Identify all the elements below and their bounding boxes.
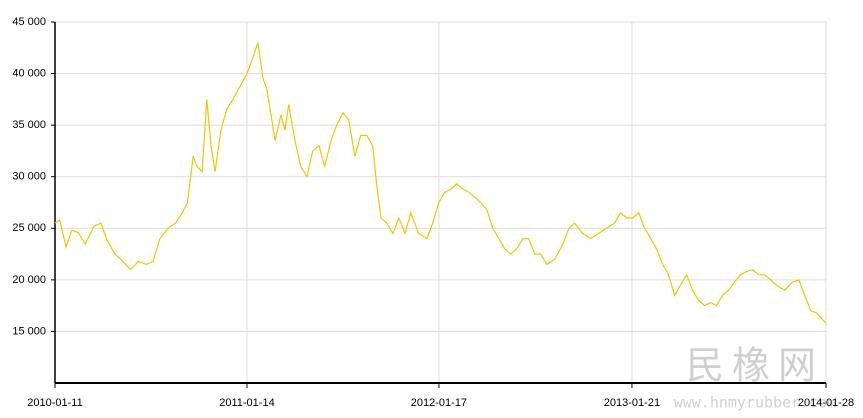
y-tick-label: 35 000 bbox=[12, 119, 46, 131]
x-tick-label: 2010-01-11 bbox=[27, 397, 82, 409]
x-tick-label: 2011-01-14 bbox=[219, 397, 274, 409]
y-tick-label: 30 000 bbox=[12, 171, 46, 183]
y-tick-label: 15 000 bbox=[12, 325, 46, 337]
x-tick-label: 2012-01-17 bbox=[411, 397, 467, 409]
y-tick-label: 45 000 bbox=[12, 16, 46, 28]
y-tick-label: 25 000 bbox=[12, 222, 46, 234]
y-tick-label: 40 000 bbox=[12, 67, 46, 79]
price-line bbox=[54, 42, 827, 324]
y-tick-label: 20 000 bbox=[12, 274, 46, 286]
x-tick-label: 2013-01-21 bbox=[604, 397, 660, 409]
x-tick-label: 2014-01-28 bbox=[798, 397, 854, 409]
watermark-logo: 民橡网 bbox=[686, 344, 824, 388]
watermark-url: www.hnmyrubber.com bbox=[674, 394, 837, 412]
